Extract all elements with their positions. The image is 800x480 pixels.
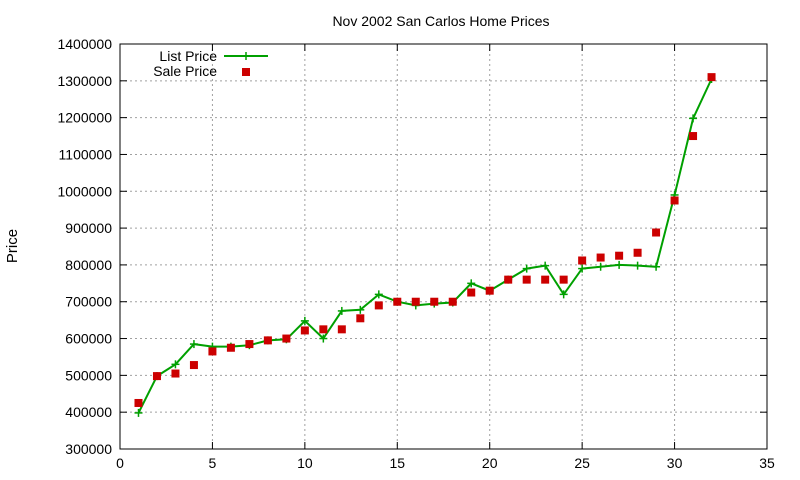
list-price-point xyxy=(541,261,550,270)
y-tick-label: 600000 xyxy=(65,331,112,347)
list-price-point xyxy=(337,306,346,315)
x-tick-label: 30 xyxy=(667,455,683,471)
y-tick-label: 800000 xyxy=(65,257,112,273)
list-price-point xyxy=(356,305,365,314)
sale-price-point xyxy=(134,398,143,407)
list-price-point xyxy=(189,340,198,349)
x-tick-label: 15 xyxy=(389,455,405,471)
sale-price-point xyxy=(467,288,476,297)
legend-swatch-sale-price xyxy=(242,68,250,76)
y-tick-label: 700000 xyxy=(65,294,112,310)
sale-price-point xyxy=(578,256,587,265)
y-tick-label: 500000 xyxy=(65,367,112,383)
list-price-point xyxy=(374,290,383,299)
sale-price-point xyxy=(189,361,198,370)
sale-price-point xyxy=(541,275,550,284)
sale-price-point xyxy=(300,326,309,335)
sale-price-point xyxy=(171,369,180,378)
x-tick-label: 0 xyxy=(116,455,124,471)
sale-price-point xyxy=(245,340,254,349)
sale-price-point xyxy=(504,275,513,284)
sale-price-point xyxy=(263,336,272,345)
y-tick-label: 300000 xyxy=(65,441,112,457)
plot-frame xyxy=(119,43,768,450)
sale-price-point xyxy=(670,196,679,205)
list-price-point xyxy=(652,262,661,271)
y-tick-label: 1000000 xyxy=(57,183,112,199)
list-price-point xyxy=(300,316,309,325)
sale-price-point xyxy=(633,248,642,257)
list-price-point xyxy=(578,264,587,273)
list-price-line xyxy=(137,78,713,414)
sale-price-point xyxy=(430,297,439,306)
chart-title: Nov 2002 San Carlos Home Prices xyxy=(332,13,549,29)
sale-price-point xyxy=(152,372,161,381)
legend-label-sale-price: Sale Price xyxy=(153,63,217,79)
x-tick-label: 10 xyxy=(297,455,313,471)
list-price-point xyxy=(559,290,568,299)
list-price-point xyxy=(319,334,328,343)
list-price-point xyxy=(171,360,180,369)
sale-price-point xyxy=(393,297,402,306)
axis-ticks: 0 5 10 15 20 25 30 35 300000 400000 500000 600000 70… xyxy=(57,36,775,471)
legend-marker-list-price xyxy=(242,52,250,60)
sale-price-point xyxy=(337,325,346,334)
sale-price-point xyxy=(411,297,420,306)
sale-price-point xyxy=(282,334,291,343)
list-price-point xyxy=(596,262,605,271)
sale-price-point xyxy=(689,132,698,141)
sale-price-point xyxy=(652,228,661,237)
sale-price-point xyxy=(615,251,624,260)
sale-price-point xyxy=(226,343,235,352)
sale-price-point xyxy=(208,347,217,356)
y-tick-label: 400000 xyxy=(65,404,112,420)
sale-price-point xyxy=(319,325,328,334)
sale-price-point xyxy=(707,73,716,82)
x-tick-label: 35 xyxy=(759,455,775,471)
y-tick-label: 900000 xyxy=(65,220,112,236)
series-layer xyxy=(134,73,716,417)
sale-price-point xyxy=(559,275,568,284)
list-price-point xyxy=(633,261,642,270)
y-tick-label: 1100000 xyxy=(59,146,113,162)
legend-label-list-price: List Price xyxy=(159,48,217,64)
y-tick-label: 1400000 xyxy=(57,36,112,52)
grid-lines xyxy=(120,44,767,449)
list-price-point xyxy=(134,408,143,417)
sale-price-point xyxy=(448,297,457,306)
list-price-point xyxy=(467,279,476,288)
sale-price-point xyxy=(374,301,383,310)
x-tick-label: 5 xyxy=(209,455,217,471)
y-tick-label: 1200000 xyxy=(57,110,112,126)
list-price-point xyxy=(522,264,531,273)
x-tick-label: 20 xyxy=(482,455,498,471)
list-price-point xyxy=(689,114,698,123)
y-tick-label: 1300000 xyxy=(57,73,112,89)
sale-price-point xyxy=(356,314,365,323)
x-tick-label: 25 xyxy=(574,455,590,471)
sale-price-point xyxy=(485,286,494,295)
sale-price-point xyxy=(596,253,605,262)
sale-price-point xyxy=(522,275,531,284)
list-price-point xyxy=(615,260,624,269)
y-axis-label: Price xyxy=(4,229,21,263)
